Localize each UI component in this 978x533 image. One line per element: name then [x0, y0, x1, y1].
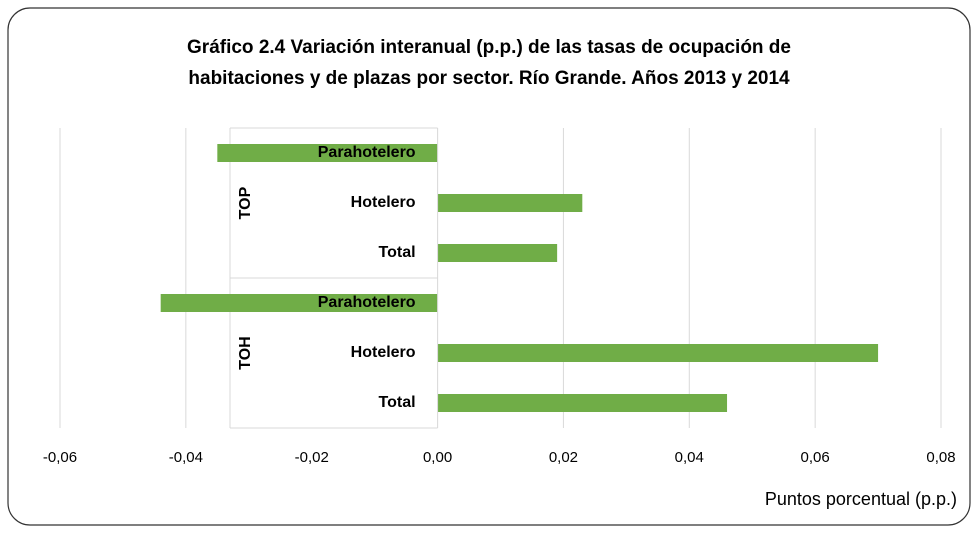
bar: [437, 194, 583, 212]
x-tick-label: 0,02: [549, 449, 578, 466]
bar: [437, 244, 558, 262]
category-label: Parahotelero: [318, 144, 416, 161]
chart-title: habitaciones y de plazas por sector. Río…: [188, 68, 790, 89]
x-tick-label: 0,06: [801, 449, 830, 466]
x-tick-label: 0,08: [926, 449, 955, 466]
x-tick-label: -0,02: [295, 449, 329, 466]
x-tick-label: -0,04: [169, 449, 203, 466]
x-tick-label: 0,04: [675, 449, 704, 466]
chart-title: Gráfico 2.4 Variación interanual (p.p.) …: [187, 37, 791, 58]
bar: [160, 294, 438, 312]
x-axis-label: Puntos porcentual (p.p.): [765, 489, 957, 509]
x-tick-label: 0,00: [423, 449, 452, 466]
group-label: TOP: [237, 186, 254, 219]
x-tick-label: -0,06: [43, 449, 77, 466]
category-label: Total: [379, 244, 416, 261]
category-label: Total: [379, 394, 416, 411]
bar: [217, 144, 438, 162]
bar: [437, 344, 879, 362]
group-label: TOH: [237, 336, 254, 369]
category-label: Hotelero: [351, 344, 416, 361]
bar: [437, 394, 728, 412]
category-label: Parahotelero: [318, 294, 416, 311]
category-label: Hotelero: [351, 194, 416, 211]
